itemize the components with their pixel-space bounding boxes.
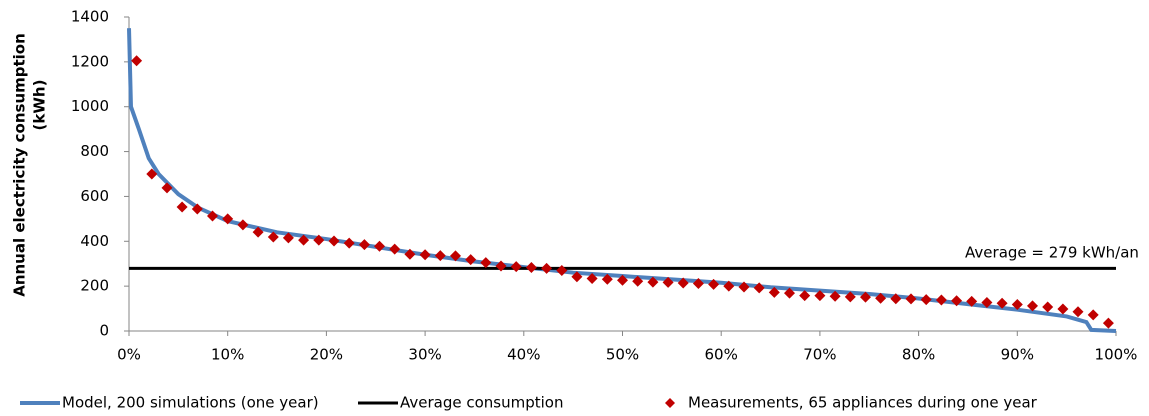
scatter-point xyxy=(222,213,234,225)
y-tick-label: 400 xyxy=(80,232,109,250)
scatter-point xyxy=(829,290,841,302)
legend-swatch xyxy=(665,398,675,408)
scatter-point xyxy=(920,294,932,306)
y-tick-label: 1000 xyxy=(71,97,109,115)
scatter-point xyxy=(905,293,917,305)
y-tick-label: 600 xyxy=(80,187,109,205)
scatter-point xyxy=(298,234,310,246)
scatter-point xyxy=(161,182,173,194)
y-tick-label: 800 xyxy=(80,142,109,160)
scatter-point xyxy=(237,219,249,231)
scatter-point xyxy=(844,291,856,303)
scatter-point xyxy=(1102,317,1114,329)
legend-label: Model, 200 simulations (one year) xyxy=(62,394,319,412)
y-axis-label: Annual electricity consumption xyxy=(11,33,29,297)
scatter-point xyxy=(890,293,902,305)
scatter-point xyxy=(632,275,644,287)
scatter-point xyxy=(738,281,750,293)
scatter-point xyxy=(191,203,203,215)
scatter-point xyxy=(419,249,431,261)
scatter-point xyxy=(480,257,492,269)
scatter-point xyxy=(1072,306,1084,318)
scatter-point xyxy=(207,210,219,222)
annotation: Average = 279 kWh/an xyxy=(965,244,1139,262)
scatter-point xyxy=(617,274,628,286)
scatter-point xyxy=(389,243,401,255)
x-tick-label: 50% xyxy=(606,346,639,364)
scatter-point xyxy=(131,55,143,67)
scatter-point xyxy=(449,250,461,262)
scatter-point xyxy=(556,264,568,276)
x-tick-label: 0% xyxy=(117,346,141,364)
scatter-point xyxy=(723,280,735,292)
y-axis-label: (kWh) xyxy=(31,80,49,131)
scatter-point xyxy=(267,231,279,243)
scatter-point xyxy=(343,237,355,249)
scatter-point xyxy=(510,261,522,273)
scatter-point xyxy=(1042,301,1054,313)
scatter-point xyxy=(328,235,340,247)
scatter-point xyxy=(677,277,689,289)
scatter-point xyxy=(313,234,325,246)
scatter-point xyxy=(875,292,887,304)
scatter-point xyxy=(282,232,294,244)
scatter-point xyxy=(799,290,811,302)
scatter-point xyxy=(981,297,993,309)
scatter-point xyxy=(784,287,796,299)
y-tick-label: 1200 xyxy=(71,52,109,70)
scatter-point xyxy=(541,262,553,274)
scatter-point xyxy=(586,273,598,285)
scatter-point xyxy=(495,260,507,272)
scatter-point xyxy=(404,248,416,260)
x-tick-label: 100% xyxy=(1095,346,1138,364)
x-tick-label: 90% xyxy=(1001,346,1034,364)
scatter-point xyxy=(146,168,158,180)
scatter-point xyxy=(662,276,674,288)
scatter-point xyxy=(966,295,978,307)
scatter-point xyxy=(571,271,583,283)
scatter-point xyxy=(374,240,386,252)
y-tick-label: 200 xyxy=(80,277,109,295)
scatter-point xyxy=(951,295,963,307)
scatter-point xyxy=(525,262,537,274)
scatter-point xyxy=(1011,299,1023,311)
scatter-point xyxy=(708,278,720,290)
scatter-point xyxy=(692,277,704,289)
scatter-point xyxy=(252,226,264,238)
scatter-point xyxy=(647,276,659,288)
scatter-point xyxy=(601,273,613,285)
scatter-point xyxy=(996,297,1008,309)
y-tick-label: 0 xyxy=(99,322,109,340)
scatter-point xyxy=(1057,303,1069,315)
scatter-point xyxy=(768,286,780,298)
x-tick-label: 60% xyxy=(705,346,738,364)
legend-label: Measurements, 65 appliances during one y… xyxy=(688,394,1038,412)
scatter-point xyxy=(814,290,826,302)
scatter-point xyxy=(1026,300,1038,312)
scatter-point xyxy=(1087,309,1099,321)
x-tick-label: 10% xyxy=(211,346,244,364)
scatter-point xyxy=(465,254,477,266)
scatter-point xyxy=(935,294,947,306)
y-tick-label: 1400 xyxy=(71,8,109,26)
scatter-point xyxy=(176,201,188,213)
scatter-point xyxy=(859,291,871,303)
x-tick-label: 70% xyxy=(803,346,836,364)
x-tick-label: 40% xyxy=(507,346,540,364)
scatter-point xyxy=(753,282,765,294)
x-tick-label: 80% xyxy=(902,346,935,364)
scatter-point xyxy=(434,250,446,262)
x-tick-label: 20% xyxy=(310,346,343,364)
scatter-point xyxy=(358,239,370,251)
x-tick-label: 30% xyxy=(408,346,441,364)
legend-label: Average consumption xyxy=(400,394,563,412)
